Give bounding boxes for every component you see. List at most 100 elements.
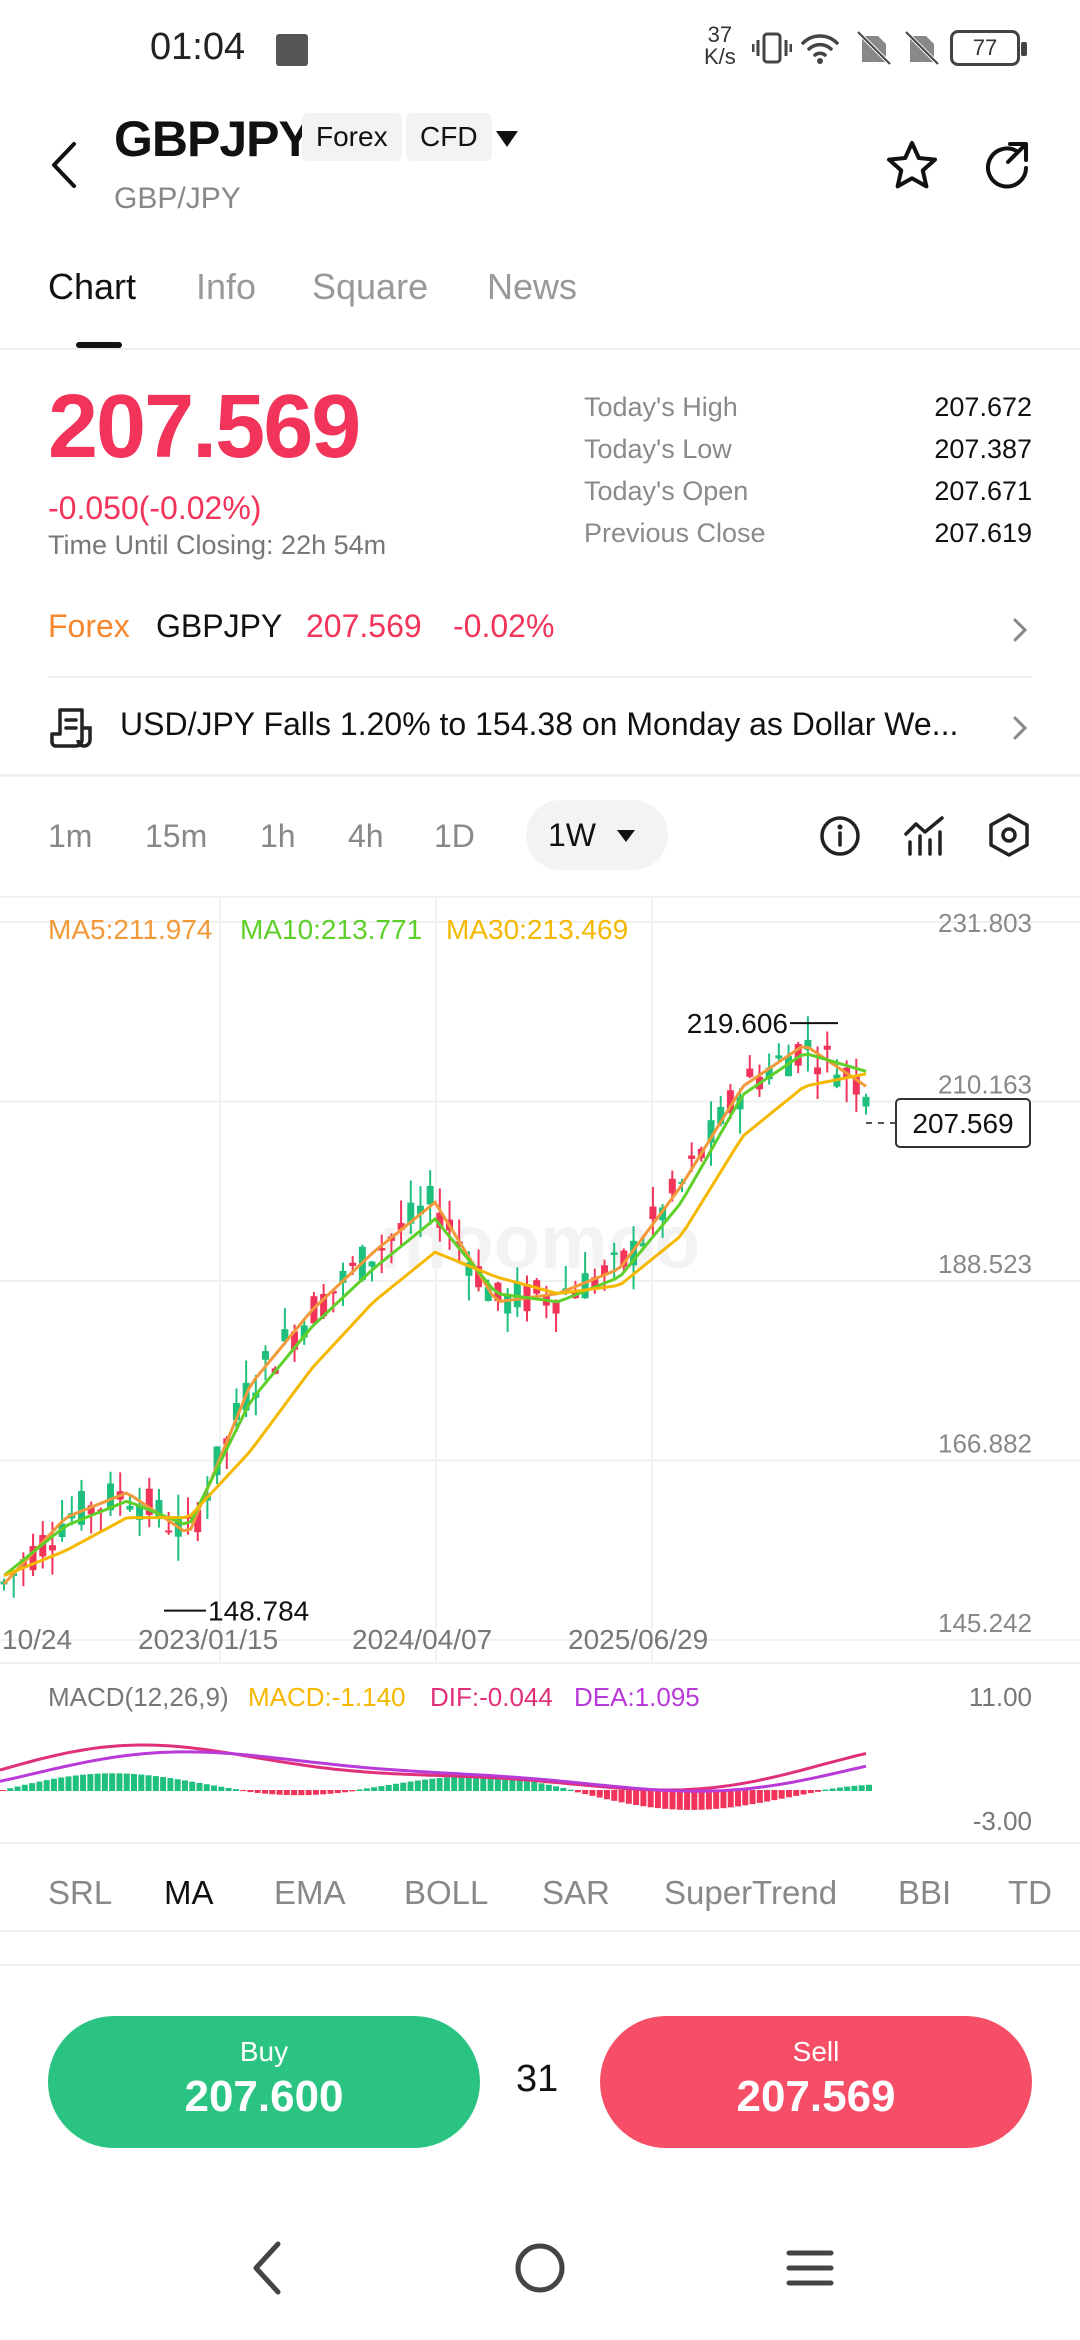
ma5-label: MA5:211.974 xyxy=(48,914,213,945)
ticker-market: Forex xyxy=(48,608,130,644)
caret-down-icon xyxy=(617,830,635,842)
macd-bar xyxy=(793,1790,800,1796)
buy-button[interactable]: Buy 207.600 xyxy=(48,2016,480,2148)
macd-bar xyxy=(858,1785,865,1791)
macd-bar xyxy=(269,1790,276,1795)
candle-body xyxy=(475,1266,483,1288)
period-1h[interactable]: 1h xyxy=(260,818,296,854)
macd-bar xyxy=(87,1774,94,1791)
macd-bar xyxy=(589,1790,596,1796)
macd-bar xyxy=(145,1775,152,1791)
period-15m[interactable]: 15m xyxy=(145,818,208,854)
back-icon[interactable] xyxy=(46,140,86,190)
tab-square[interactable]: Square xyxy=(312,266,429,307)
tab-info[interactable]: Info xyxy=(196,266,257,307)
macd-bar xyxy=(487,1776,494,1791)
macd-bar xyxy=(167,1778,174,1791)
dif-line xyxy=(0,1743,867,1792)
period-1w[interactable]: 1W xyxy=(526,800,668,870)
macd-bar xyxy=(363,1788,370,1791)
candle-body xyxy=(659,1207,667,1221)
caret-down-icon[interactable] xyxy=(494,128,520,150)
stat-low-label: Today's Low xyxy=(584,434,732,464)
indicator-ma[interactable]: MA xyxy=(164,1874,214,1911)
macd-bar xyxy=(334,1790,341,1794)
last-price: 207.569 xyxy=(48,377,361,477)
macd-bar xyxy=(531,1781,538,1791)
macd-bar xyxy=(429,1778,436,1791)
nav-menu-icon[interactable] xyxy=(786,2248,834,2288)
ticker-price: 207.569 xyxy=(306,608,422,644)
battery-icon: 77 xyxy=(950,30,1027,66)
candle-body xyxy=(329,1290,337,1294)
sell-button[interactable]: Sell 207.569 xyxy=(600,2016,1032,2148)
macd-bar xyxy=(305,1790,312,1796)
settings-icon[interactable] xyxy=(986,812,1032,858)
price-chart[interactable]: moomoo 231.803210.163188.523166.882145.2… xyxy=(0,898,1080,1664)
period-1m[interactable]: 1m xyxy=(48,818,93,854)
macd-bar xyxy=(567,1789,574,1791)
macd-chart xyxy=(0,1743,872,1810)
candle-body xyxy=(416,1205,424,1215)
indicator-bbi[interactable]: BBI xyxy=(898,1874,952,1911)
macd-bar xyxy=(80,1774,87,1791)
candle-body xyxy=(552,1300,560,1314)
macd-bar xyxy=(312,1790,319,1795)
net-speed-value: 37 xyxy=(707,22,733,47)
indicator-ema[interactable]: EMA xyxy=(274,1874,346,1911)
candle-body xyxy=(77,1491,85,1525)
sell-price: 207.569 xyxy=(736,2072,896,2121)
candle-body xyxy=(668,1178,676,1194)
macd-bar xyxy=(196,1782,203,1791)
net-speed: 37 K/s xyxy=(704,24,736,68)
macd-bar xyxy=(211,1785,218,1791)
macd-bar xyxy=(422,1779,429,1791)
candle-body xyxy=(368,1261,376,1267)
y-tick: 166.882 xyxy=(938,1429,1032,1459)
candle-body xyxy=(320,1293,328,1317)
indicator-td[interactable]: TD xyxy=(1008,1874,1052,1911)
indicator-icon[interactable] xyxy=(902,812,948,858)
indicator-sar[interactable]: SAR xyxy=(542,1874,610,1911)
y-tick: 145.242 xyxy=(938,1608,1032,1638)
info-icon[interactable] xyxy=(818,814,862,858)
indicator-boll[interactable]: BOLL xyxy=(404,1874,489,1911)
period-1d[interactable]: 1D xyxy=(434,818,475,854)
macd-bar xyxy=(101,1773,108,1791)
candle-body xyxy=(155,1500,163,1517)
star-icon[interactable] xyxy=(884,138,940,194)
divider xyxy=(0,348,1080,350)
symbol-title: GBPJPY xyxy=(114,111,312,167)
chevron-right-icon xyxy=(1013,618,1028,642)
candle-body xyxy=(484,1287,492,1301)
period-4h[interactable]: 4h xyxy=(348,818,384,854)
tab-chart[interactable]: Chart xyxy=(48,266,137,307)
indicator-srl[interactable]: SRL xyxy=(48,1874,113,1911)
macd-bar xyxy=(866,1784,872,1791)
macd-bar xyxy=(291,1790,298,1796)
tag-type: CFD xyxy=(406,113,492,161)
macd-bar xyxy=(822,1789,829,1791)
candle-body xyxy=(87,1505,95,1515)
candle-body xyxy=(194,1510,202,1533)
macd-histogram xyxy=(0,1773,872,1810)
candle-body xyxy=(717,1106,725,1125)
candle-body xyxy=(126,1506,134,1510)
indicator-supertrend[interactable]: SuperTrend xyxy=(664,1874,838,1911)
stat-open-label: Today's Open xyxy=(584,476,749,506)
candle-body xyxy=(630,1240,638,1266)
candle-body xyxy=(426,1185,434,1205)
macd-bar xyxy=(21,1784,28,1791)
ma-line-ma10 xyxy=(3,1052,867,1577)
sell-label: Sell xyxy=(792,2036,840,2067)
macd-bar xyxy=(771,1790,778,1801)
nav-home-icon[interactable] xyxy=(514,2242,566,2294)
macd-bar xyxy=(160,1777,167,1791)
share-icon[interactable] xyxy=(980,138,1036,194)
candle-body xyxy=(765,1067,773,1080)
macd-bar xyxy=(764,1790,771,1802)
macd-bar xyxy=(203,1784,210,1791)
nav-back-icon[interactable] xyxy=(248,2240,288,2296)
macd-bar xyxy=(749,1790,756,1805)
tab-news[interactable]: News xyxy=(487,266,578,307)
